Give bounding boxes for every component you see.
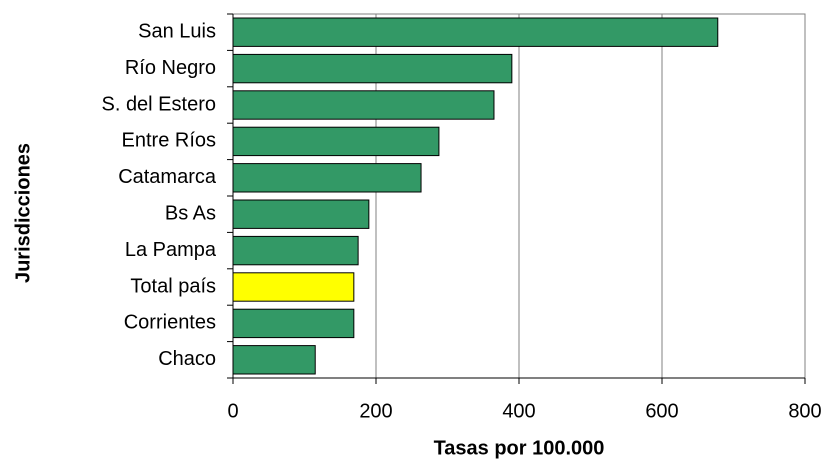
bar <box>232 17 719 47</box>
y-tick-label: Chaco <box>158 348 216 370</box>
bar <box>232 345 316 375</box>
y-tick-label: San Luis <box>138 20 216 42</box>
x-axis-title: Tasas por 100.000 <box>434 437 605 459</box>
bar <box>232 235 359 266</box>
bar <box>232 126 440 157</box>
y-tick-label: Entre Ríos <box>122 130 216 152</box>
bar <box>232 272 355 302</box>
y-tick-label: Río Negro <box>125 57 216 79</box>
x-tick-label: 800 <box>788 400 821 422</box>
x-tick-label: 600 <box>645 400 678 422</box>
y-tick-label: Total país <box>130 275 216 297</box>
bar <box>232 163 422 193</box>
bar <box>232 53 513 84</box>
bar <box>232 308 355 339</box>
x-tick-label: 0 <box>227 400 238 422</box>
y-tick-label: Corrientes <box>124 312 216 334</box>
bar <box>232 90 495 120</box>
x-tick-label: 400 <box>502 400 535 422</box>
y-tick-label: S. del Estero <box>101 93 216 115</box>
y-axis-title: Jurisdicciones <box>12 143 34 283</box>
bar <box>232 199 370 229</box>
y-tick-label: Bs As <box>165 202 216 224</box>
y-tick-label: Catamarca <box>118 166 217 188</box>
y-tick-label: La Pampa <box>125 239 217 261</box>
x-tick-label: 200 <box>359 400 392 422</box>
